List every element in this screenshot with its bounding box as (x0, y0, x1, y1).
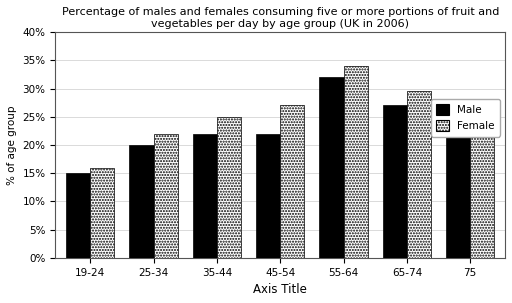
Bar (256, 134, 280, 258)
Bar (154, 134, 178, 258)
Bar (407, 91, 431, 258)
Bar (344, 66, 368, 258)
Bar (130, 145, 154, 258)
X-axis label: Axis Title: Axis Title (253, 283, 307, 296)
Bar (90, 168, 114, 258)
Y-axis label: % of age group: % of age group (7, 105, 17, 185)
Bar (446, 117, 470, 258)
Legend: Male, Female: Male, Female (431, 99, 500, 137)
Bar (383, 105, 407, 258)
Bar (217, 117, 241, 258)
Bar (280, 105, 304, 258)
Bar (319, 77, 344, 258)
Bar (66, 173, 90, 258)
Bar (193, 134, 217, 258)
Title: Percentage of males and females consuming five or more portions of fruit and
veg: Percentage of males and females consumin… (61, 7, 499, 28)
Bar (470, 117, 494, 258)
